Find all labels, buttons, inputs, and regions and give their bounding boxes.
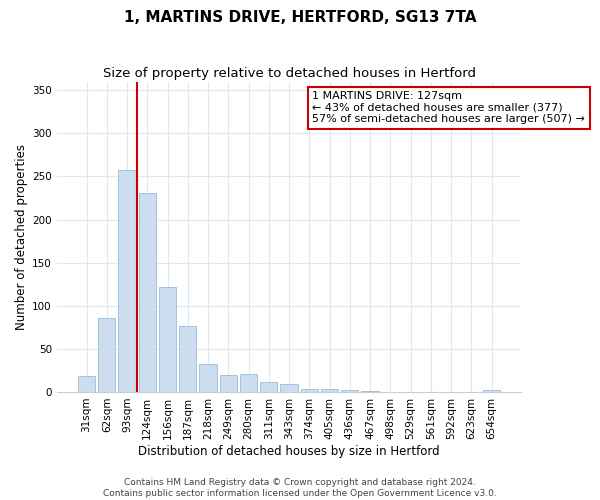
Bar (321, 390, 338, 392)
Bar (260, 382, 277, 392)
X-axis label: Distribution of detached houses by size in Hertford: Distribution of detached houses by size … (138, 444, 440, 458)
Bar (78, 376, 95, 392)
Bar (118, 170, 136, 392)
Bar (220, 374, 237, 392)
Bar (483, 390, 500, 392)
Bar (280, 384, 298, 392)
Bar (199, 364, 217, 392)
Bar (341, 390, 358, 392)
Bar (240, 374, 257, 392)
Text: 1 MARTINS DRIVE: 127sqm
← 43% of detached houses are smaller (377)
57% of semi-d: 1 MARTINS DRIVE: 127sqm ← 43% of detache… (313, 91, 585, 124)
Bar (139, 193, 156, 392)
Bar (361, 391, 379, 392)
Text: Contains HM Land Registry data © Crown copyright and database right 2024.
Contai: Contains HM Land Registry data © Crown c… (103, 478, 497, 498)
Text: 1, MARTINS DRIVE, HERTFORD, SG13 7TA: 1, MARTINS DRIVE, HERTFORD, SG13 7TA (124, 10, 476, 25)
Title: Size of property relative to detached houses in Hertford: Size of property relative to detached ho… (103, 68, 476, 80)
Bar (179, 326, 196, 392)
Y-axis label: Number of detached properties: Number of detached properties (15, 144, 28, 330)
Bar (98, 318, 115, 392)
Bar (159, 287, 176, 392)
Bar (301, 388, 318, 392)
